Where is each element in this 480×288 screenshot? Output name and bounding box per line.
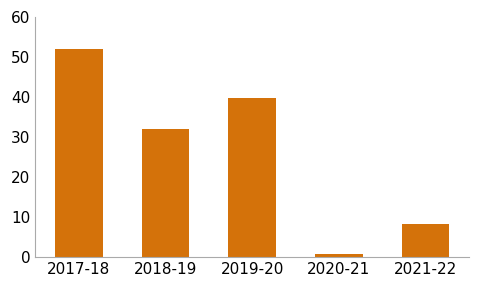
Bar	[55, 49, 103, 257]
Bar	[142, 129, 189, 257]
Bar	[402, 224, 449, 257]
Bar	[315, 254, 362, 257]
Bar	[228, 98, 276, 257]
